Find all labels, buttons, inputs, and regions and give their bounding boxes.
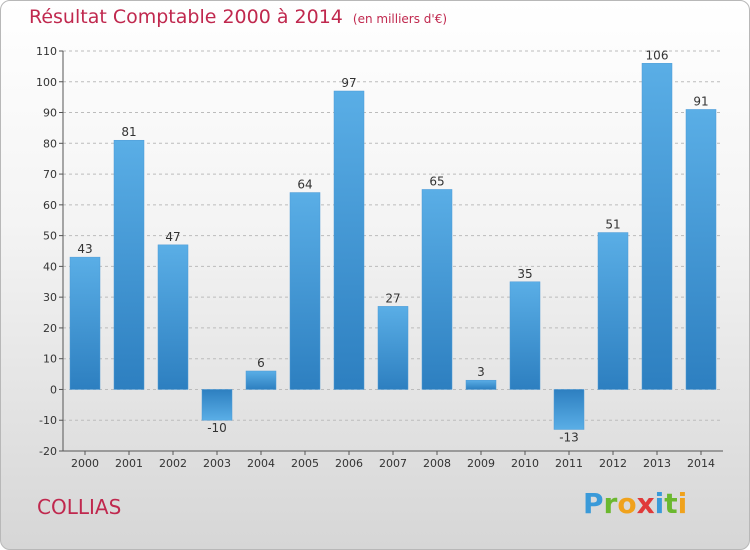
y-tick-label: 110 [36,45,57,58]
bar-2011 [553,389,585,430]
value-label-2014: 91 [693,94,708,108]
title-main: Résultat Comptable 2000 à 2014 [29,6,343,28]
logo-letter: P [583,487,604,520]
value-labels: 43 81 47 -10 6 64 97 27 65 3 35 -13 51 106 91 [77,48,708,444]
value-label-2009: 3 [477,365,485,379]
x-tick-label-2008: 2008 [423,457,451,470]
y-tick-label: 70 [43,168,57,181]
bar-2001 [113,139,145,390]
proxiti-logo: Proxiti [583,487,687,520]
x-tick-label-2007: 2007 [379,457,407,470]
x-tick-label-2010: 2010 [511,457,539,470]
value-label-2012: 51 [605,218,620,232]
value-label-2011: -13 [559,430,579,444]
y-tick-label: 40 [43,260,57,273]
bar-2004 [245,370,277,390]
logo-letter: t [664,487,678,520]
x-tick-label-2014: 2014 [687,457,715,470]
bar-2005 [289,192,321,390]
bar-2014 [685,109,717,390]
x-tick-labels: 2000 2001 2002 2003 2004 2005 2006 2007 2008 2009… [71,457,715,470]
bar-2000 [69,256,101,390]
bar-2010 [509,281,541,390]
value-label-2000: 43 [77,242,92,256]
value-label-2005: 64 [297,178,312,192]
bar-2009 [465,379,497,390]
y-tick-label: 0 [50,383,57,396]
bar-2006 [333,90,365,390]
bar-2008 [421,189,453,390]
x-tick-label-2001: 2001 [115,457,143,470]
value-label-2001: 81 [121,125,136,139]
bar-2003 [201,389,233,421]
logo-letter: i [654,487,665,520]
y-tick-label: 100 [36,76,57,89]
bar-2007 [377,306,409,390]
x-tick-label-2005: 2005 [291,457,319,470]
axes [59,50,723,455]
commune-name: COLLIAS [37,495,122,519]
value-label-2004: 6 [257,356,265,370]
logo-letter: x [636,487,655,520]
y-tick-label: 50 [43,230,57,243]
value-label-2008: 65 [429,174,444,188]
value-label-2006: 97 [341,76,356,90]
logo-letter: o [617,487,637,520]
x-tick-label-2006: 2006 [335,457,363,470]
value-label-2013: 106 [646,48,669,62]
y-tick-label: 60 [43,199,57,212]
x-tick-label-2012: 2012 [599,457,627,470]
bar-2013 [641,63,673,390]
logo-letter: r [603,487,618,520]
x-tick-label-2009: 2009 [467,457,495,470]
y-tick-label: -10 [39,414,57,427]
y-tick-label: 80 [43,137,57,150]
value-label-2003: -10 [207,421,227,435]
y-tick-label: -20 [39,445,57,458]
value-label-2007: 27 [385,291,400,305]
title-unit: (en milliers d'€) [352,12,448,26]
y-tick-label: 20 [43,322,57,335]
bar-2002 [157,244,189,390]
x-tick-label-2011: 2011 [555,457,583,470]
y-tick-label: 30 [43,291,57,304]
x-tick-label-2000: 2000 [71,457,99,470]
logo-letter: i [677,487,688,520]
x-tick-label-2002: 2002 [159,457,187,470]
x-tick-label-2004: 2004 [247,457,275,470]
bar-2012 [597,232,629,390]
x-tick-label-2003: 2003 [203,457,231,470]
x-tick-label-2013: 2013 [643,457,671,470]
y-tick-label: 10 [43,353,57,366]
bars [69,63,717,430]
chart-title: Résultat Comptable 2000 à 2014 (en millie… [29,6,447,28]
y-tick-labels: -20 -10 0 10 20 30 40 50 60 70 80 90 100 110 [36,45,57,458]
value-label-2010: 35 [517,267,532,281]
y-tick-label: 90 [43,107,57,120]
value-label-2002: 47 [165,230,180,244]
